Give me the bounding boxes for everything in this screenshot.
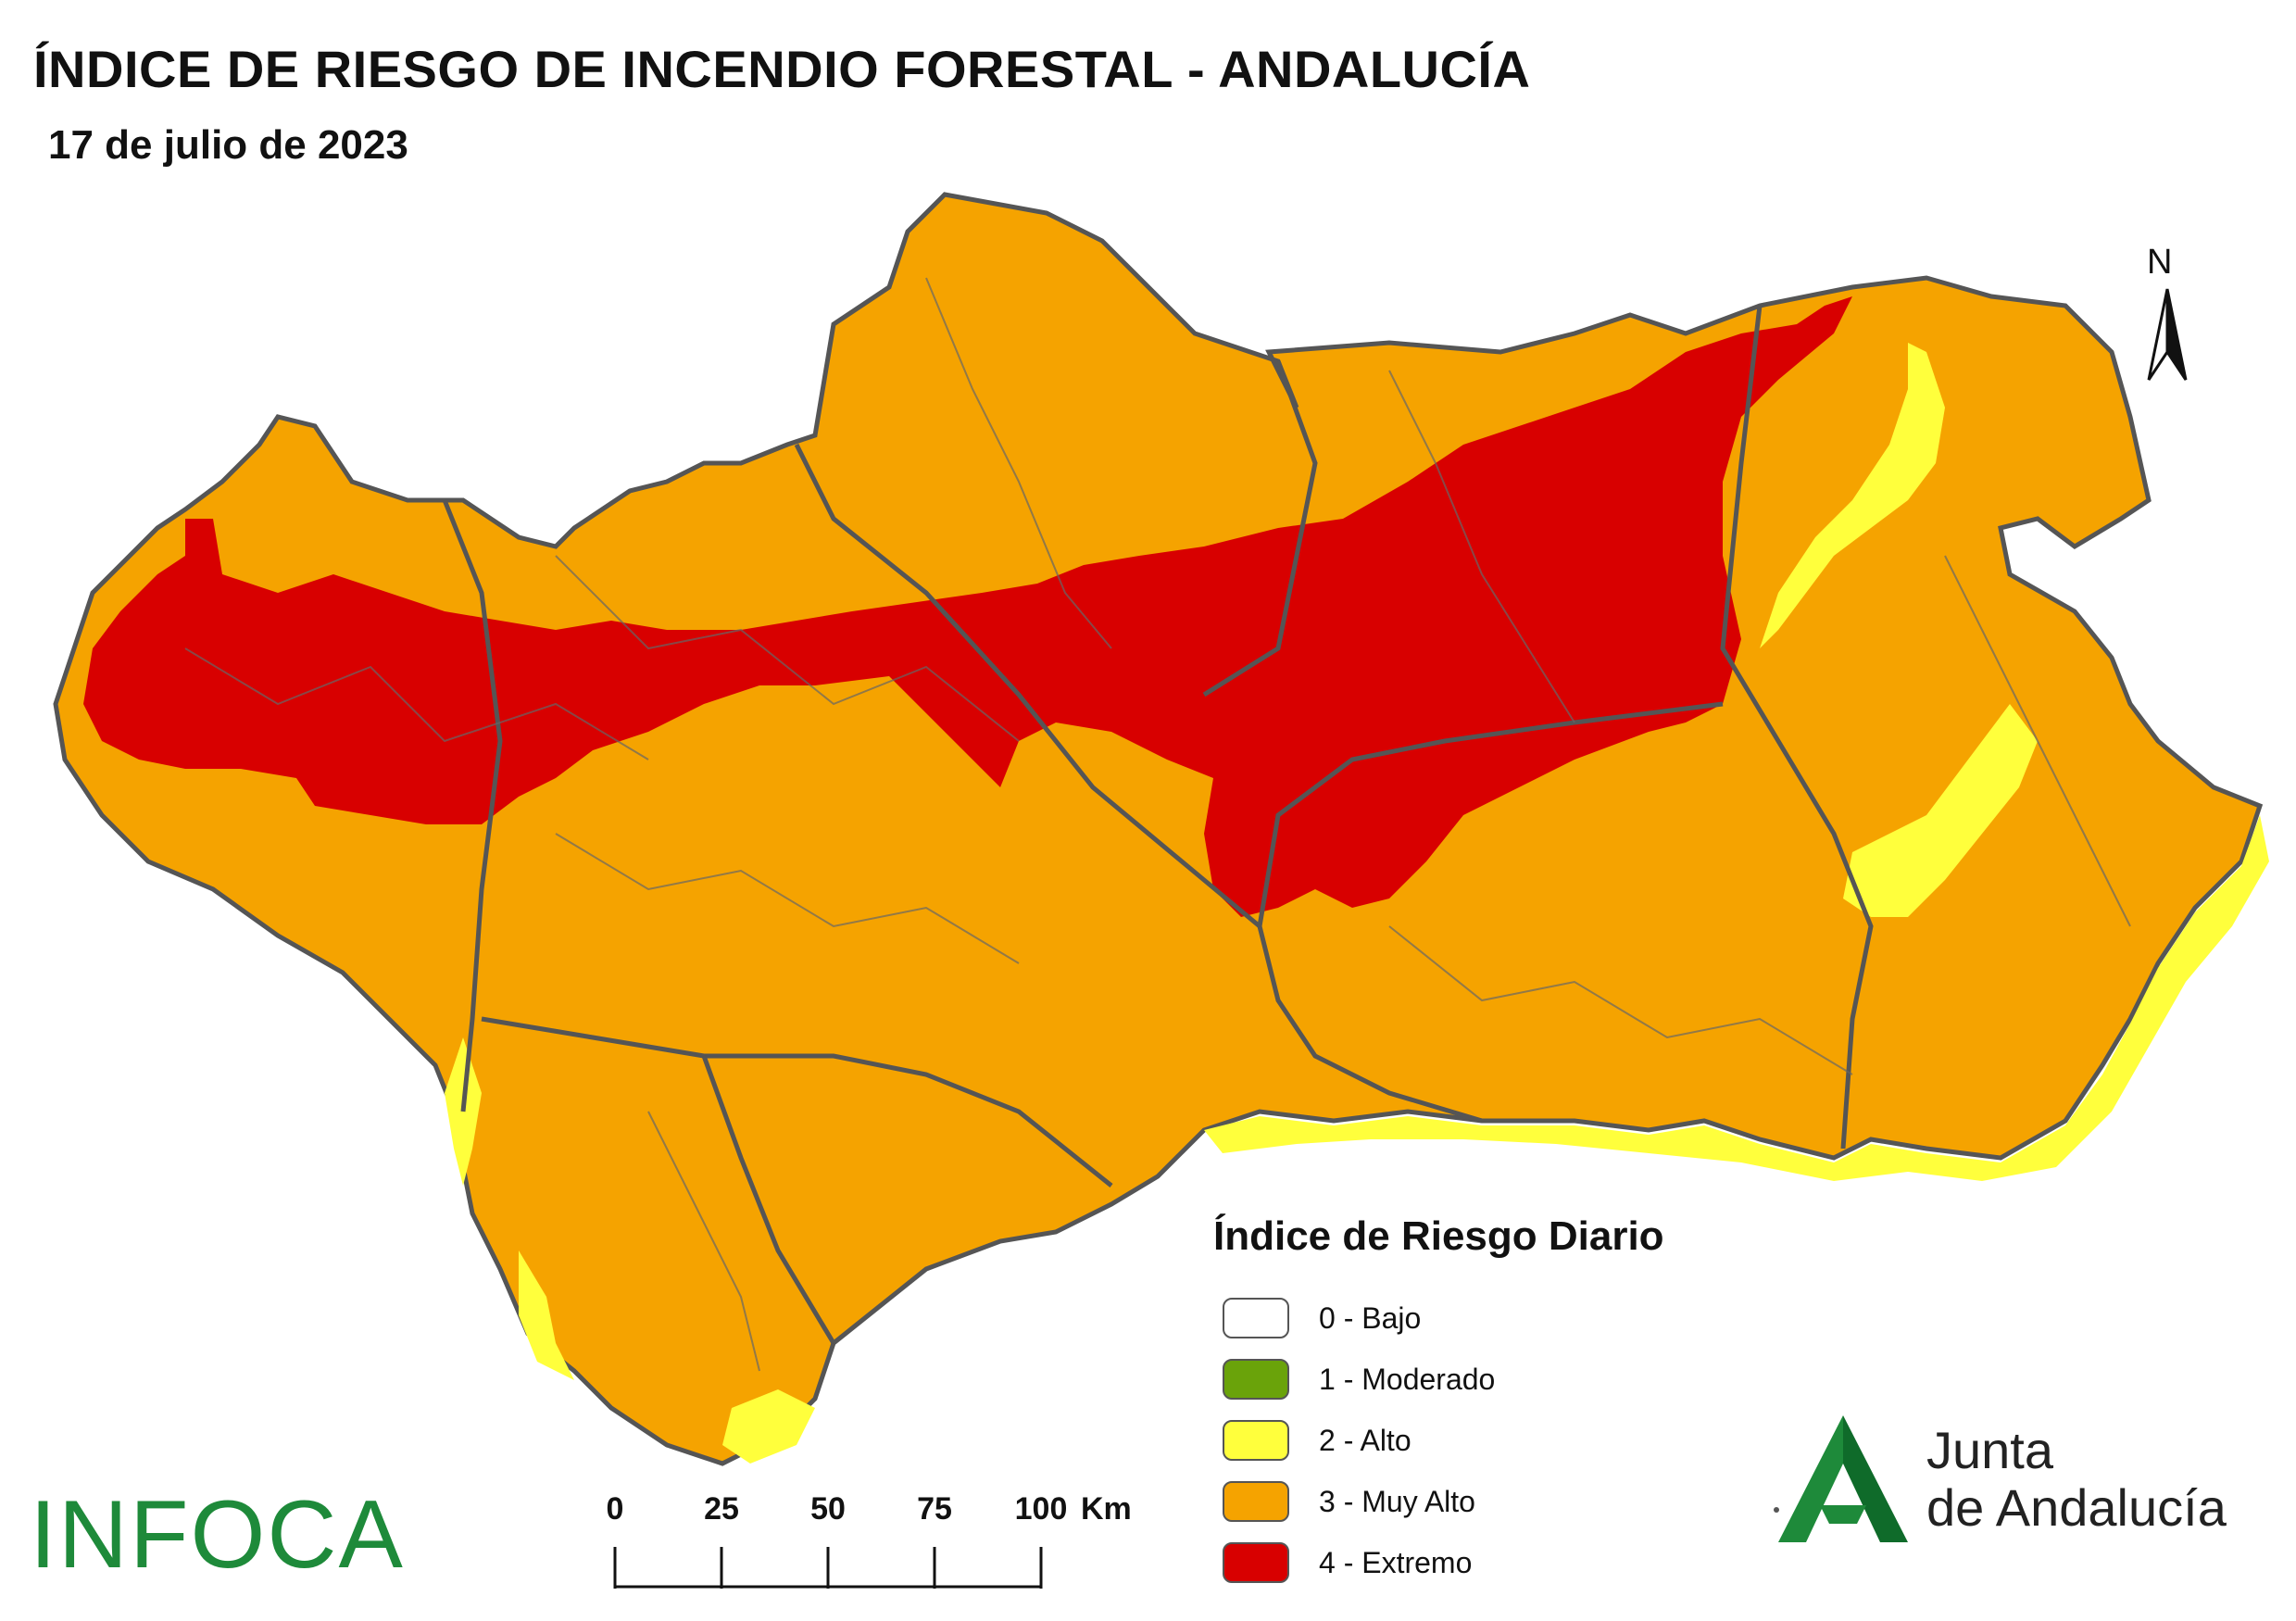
scale-tick-label: 50 — [810, 1491, 846, 1527]
scale-bar: 0 25 50 75 100 Km — [593, 1491, 1132, 1593]
region-extremo — [83, 296, 1852, 917]
map-date: 17 de julio de 2023 — [48, 122, 408, 168]
scale-tick-label: 0 — [606, 1491, 624, 1527]
legend-swatch-moderado — [1223, 1359, 1289, 1400]
legend-title: Índice de Riesgo Diario — [1213, 1213, 1664, 1259]
scale-tick-label: 75 — [917, 1491, 952, 1527]
region-alto-east — [1760, 343, 1945, 648]
legend-label: 4 - Extremo — [1319, 1545, 1473, 1579]
junta-de-andalucia-logo-icon — [1774, 1415, 1908, 1542]
junta-de-andalucia-text: Junta de Andalucía — [1926, 1422, 2227, 1537]
scale-tick-label: 100 — [1014, 1491, 1068, 1527]
legend: Índice de Riesgo Diario 0 - Bajo 1 - Mod… — [1213, 1213, 1664, 1593]
legend-item-muy-alto: 3 - Muy Alto — [1213, 1471, 1664, 1532]
legend-swatch-alto — [1223, 1420, 1289, 1461]
junta-line2: de Andalucía — [1926, 1478, 2227, 1537]
scale-tick-label: 25 — [704, 1491, 739, 1527]
legend-label: 2 - Alto — [1319, 1423, 1411, 1457]
region-alto-southwest — [519, 1250, 574, 1380]
legend-label: 0 - Bajo — [1319, 1301, 1422, 1335]
scale-ruler — [613, 1547, 1043, 1589]
province-borders — [442, 305, 1874, 1345]
map-title: ÍNDICE DE RIESGO DE INCENDIO FORESTAL - … — [33, 40, 1531, 98]
region-alto-south — [722, 1389, 815, 1464]
legend-item-alto: 2 - Alto — [1213, 1410, 1664, 1471]
legend-swatch-extremo — [1223, 1542, 1289, 1583]
legend-label: 1 - Moderado — [1319, 1362, 1496, 1396]
north-arrow-icon — [2147, 288, 2188, 381]
legend-item-moderado: 1 - Moderado — [1213, 1349, 1664, 1410]
north-label: N — [2147, 243, 2173, 282]
legend-swatch-bajo — [1223, 1298, 1289, 1338]
legend-swatch-muy-alto — [1223, 1481, 1289, 1522]
infoca-logo: INFOCA — [30, 1481, 405, 1589]
legend-item-bajo: 0 - Bajo — [1213, 1288, 1664, 1349]
legend-label: 3 - Muy Alto — [1319, 1484, 1475, 1518]
municipal-borders — [184, 277, 2131, 1372]
scale-unit: Km — [1081, 1491, 1132, 1527]
region-alto-southeast — [1843, 704, 2038, 917]
legend-item-extremo: 4 - Extremo — [1213, 1532, 1664, 1593]
junta-line1: Junta — [1926, 1421, 2053, 1479]
